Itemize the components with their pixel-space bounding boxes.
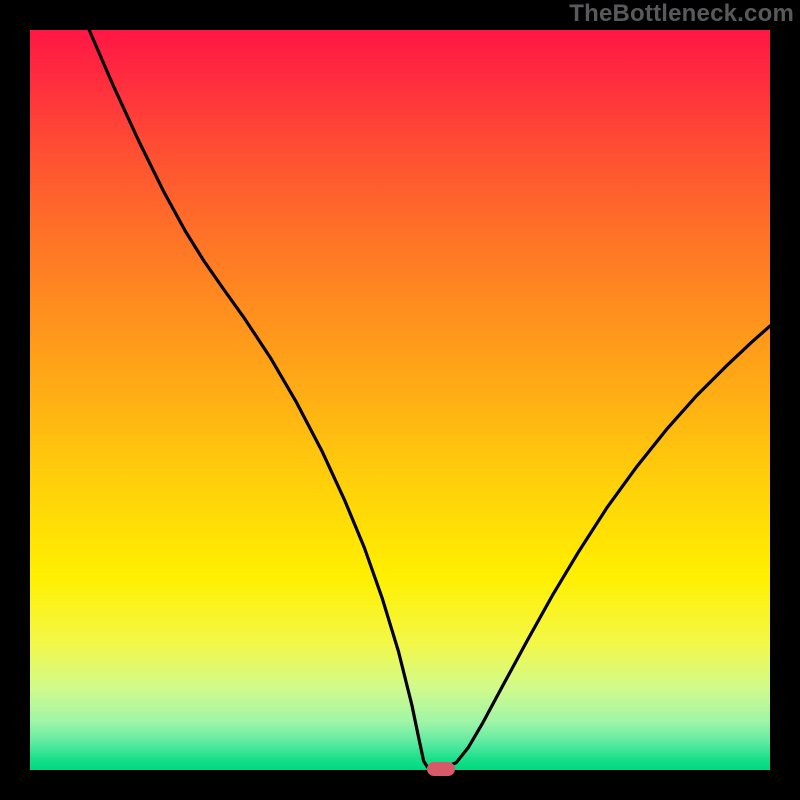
chart-frame: TheBottleneck.com [0, 0, 800, 800]
optimal-point-marker [427, 762, 455, 776]
bottleneck-chart [30, 30, 770, 770]
watermark-text: TheBottleneck.com [569, 0, 794, 28]
